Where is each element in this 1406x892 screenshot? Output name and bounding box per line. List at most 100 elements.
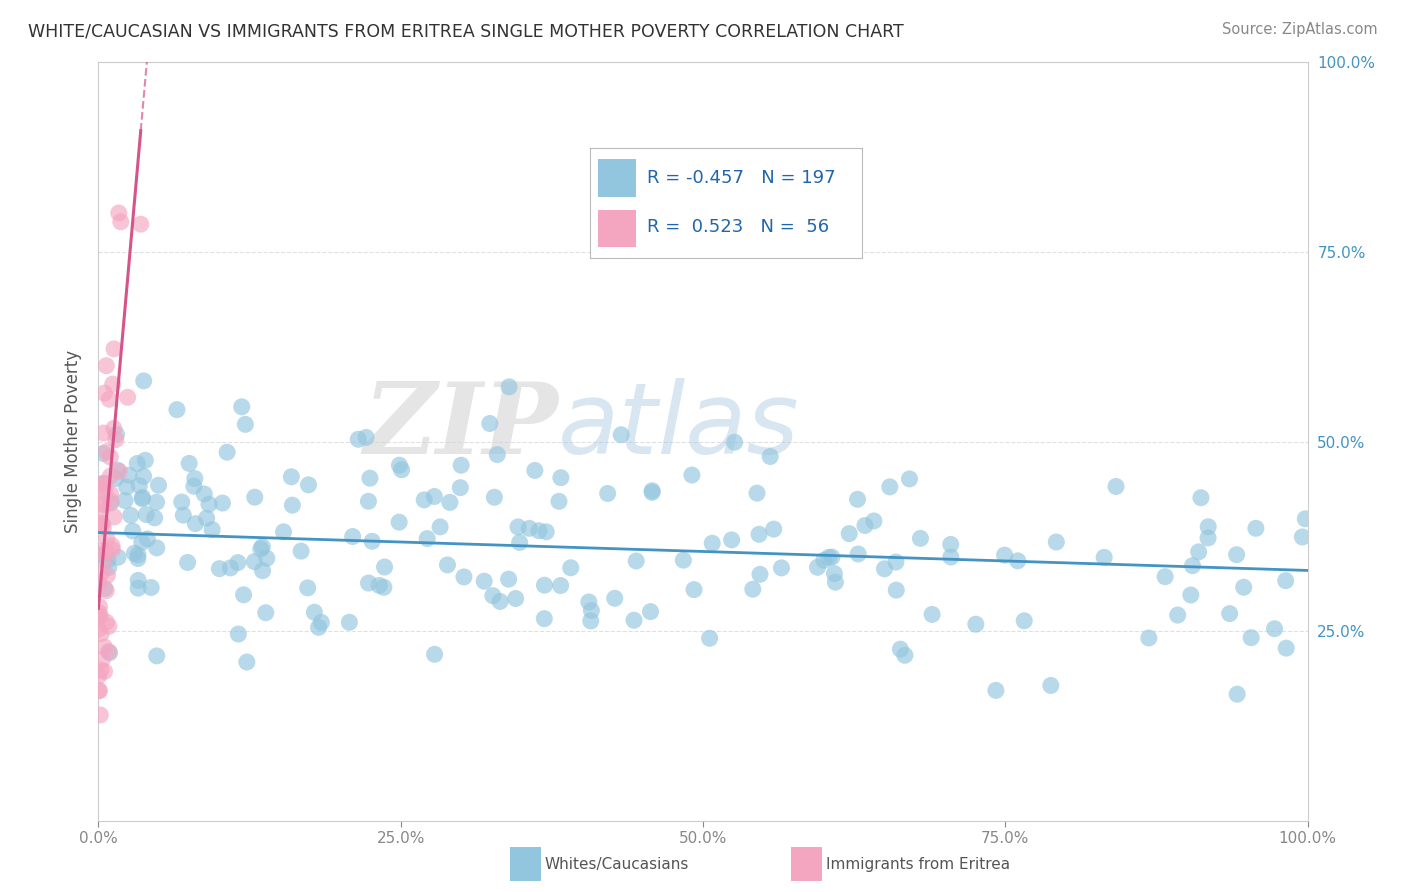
Point: [256, 551, 278, 566]
Point: [581, 603, 603, 617]
Point: [1226, 687, 1249, 701]
Point: [136, 532, 159, 546]
Point: [101, 542, 124, 557]
Point: [423, 648, 446, 662]
Point: [127, 551, 149, 566]
Point: [517, 521, 540, 535]
Point: [148, 478, 170, 492]
Point: [450, 458, 472, 473]
Point: [482, 589, 505, 603]
Point: [96, 568, 118, 582]
Point: [183, 479, 205, 493]
Point: [252, 564, 274, 578]
Point: [357, 576, 380, 591]
Point: [124, 546, 146, 560]
Point: [373, 580, 395, 594]
Point: [87, 606, 110, 620]
Point: [749, 567, 772, 582]
Point: [87, 576, 110, 591]
Point: [623, 613, 645, 627]
Point: [505, 591, 527, 606]
Point: [243, 555, 266, 569]
Y-axis label: Single Mother Poverty: Single Mother Poverty: [65, 350, 83, 533]
Point: [94, 482, 117, 496]
Point: [533, 612, 555, 626]
Point: [423, 490, 446, 504]
Point: [1167, 608, 1189, 623]
Point: [87, 609, 110, 624]
Point: [1291, 530, 1313, 544]
Point: [879, 480, 901, 494]
Point: [439, 495, 461, 509]
Point: [1244, 521, 1267, 535]
Point: [97, 645, 120, 659]
Point: [184, 516, 207, 531]
Point: [98, 392, 121, 407]
Point: [103, 510, 125, 524]
Point: [311, 615, 333, 630]
Point: [104, 471, 127, 485]
Point: [90, 478, 112, 492]
Point: [560, 561, 582, 575]
Point: [290, 544, 312, 558]
Point: [243, 490, 266, 504]
Point: [498, 380, 520, 394]
Point: [176, 556, 198, 570]
Point: [91, 516, 114, 530]
Point: [1240, 631, 1263, 645]
Point: [135, 508, 157, 522]
Point: [1263, 622, 1285, 636]
Point: [527, 524, 550, 538]
Text: Whites/Caucasians: Whites/Caucasians: [544, 857, 689, 871]
Point: [297, 478, 319, 492]
Point: [748, 527, 770, 541]
Point: [994, 548, 1017, 562]
Point: [107, 463, 129, 477]
Point: [100, 496, 122, 510]
Point: [208, 562, 231, 576]
Point: [762, 522, 785, 536]
Point: [97, 619, 120, 633]
Point: [228, 627, 250, 641]
Point: [127, 457, 149, 471]
Point: [702, 536, 724, 550]
Point: [884, 555, 907, 569]
Point: [347, 432, 370, 446]
Point: [96, 583, 118, 598]
Point: [96, 359, 118, 373]
Point: [90, 544, 112, 558]
Point: [484, 490, 506, 504]
Text: atlas: atlas: [558, 378, 800, 475]
Point: [884, 583, 907, 598]
Point: [889, 642, 911, 657]
Point: [179, 457, 201, 471]
Point: [863, 514, 886, 528]
Point: [1045, 535, 1067, 549]
Point: [101, 377, 124, 392]
Point: [105, 427, 128, 442]
Point: [838, 526, 860, 541]
Text: WHITE/CAUCASIAN VS IMMIGRANTS FROM ERITREA SINGLE MOTHER POVERTY CORRELATION CHA: WHITE/CAUCASIAN VS IMMIGRANTS FROM ERITR…: [28, 22, 904, 40]
Text: R = -0.457   N = 197: R = -0.457 N = 197: [647, 169, 835, 187]
Point: [87, 669, 110, 683]
Point: [436, 558, 458, 572]
Point: [201, 523, 224, 537]
Point: [506, 520, 529, 534]
Point: [486, 448, 509, 462]
Point: [1233, 580, 1256, 594]
Point: [87, 683, 110, 698]
Point: [273, 524, 295, 539]
Point: [184, 472, 207, 486]
Point: [89, 599, 111, 614]
Point: [681, 468, 703, 483]
Point: [984, 683, 1007, 698]
Point: [361, 534, 384, 549]
Point: [578, 595, 600, 609]
Point: [579, 614, 602, 628]
Point: [846, 492, 869, 507]
Point: [252, 540, 274, 554]
Point: [219, 561, 242, 575]
Point: [89, 609, 111, 624]
Point: [96, 544, 118, 558]
Point: [128, 478, 150, 492]
